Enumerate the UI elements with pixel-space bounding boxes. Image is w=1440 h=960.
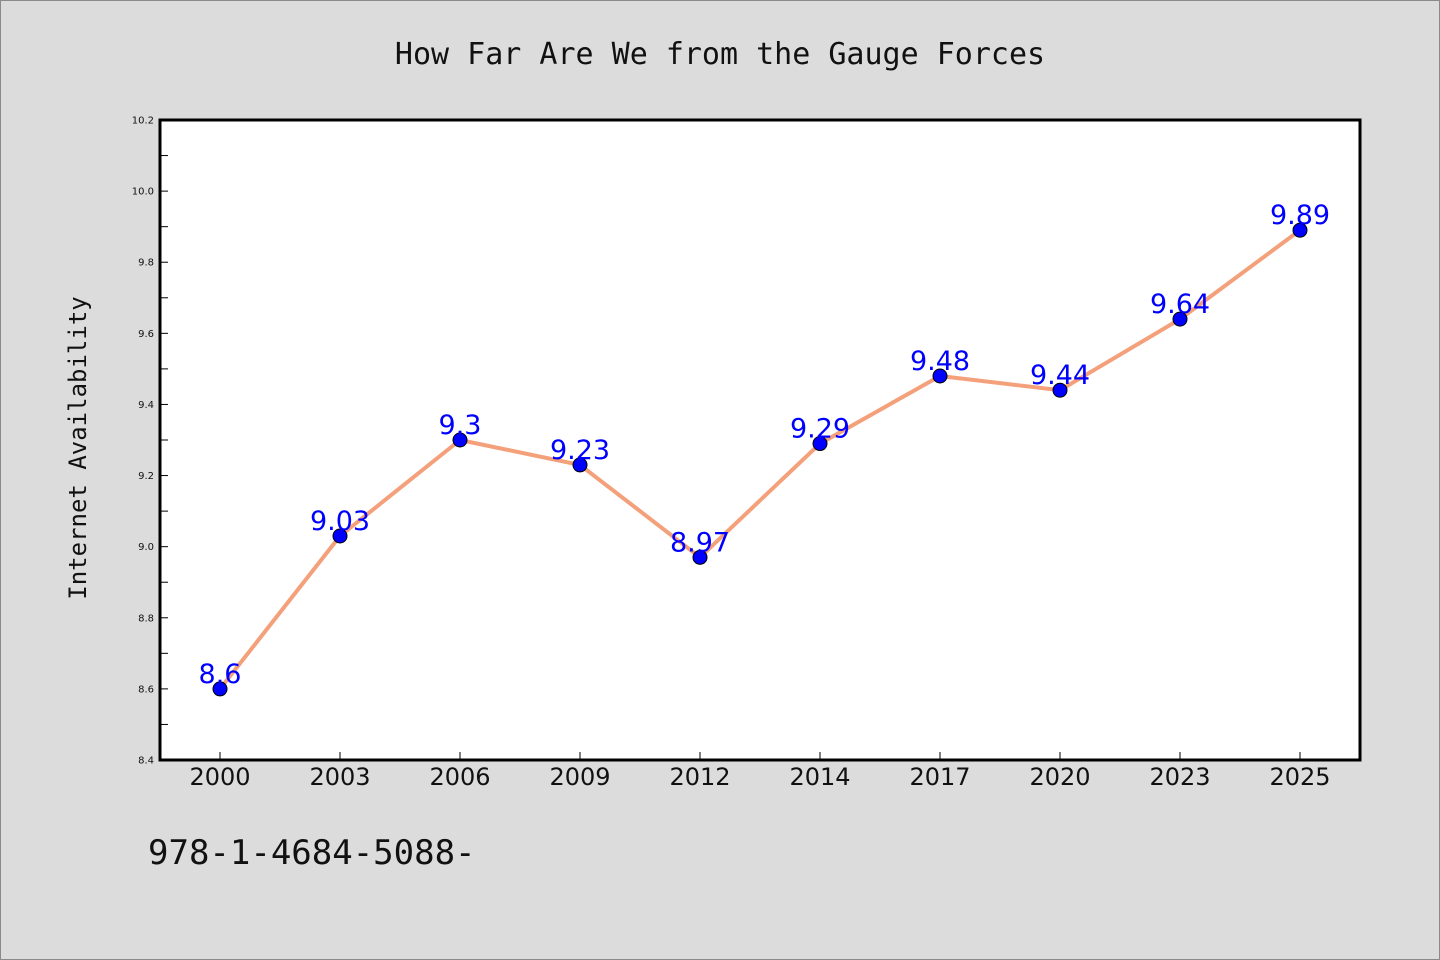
data-point xyxy=(572,457,588,473)
data-point xyxy=(1172,311,1188,327)
data-point xyxy=(1052,382,1068,398)
data-label: 8.6 xyxy=(199,659,242,690)
series-line xyxy=(218,228,1302,691)
y-tick-label: 9.8 xyxy=(138,258,154,269)
data-label: 9.89 xyxy=(1270,200,1330,231)
y-axis-label: Internet Availability xyxy=(64,296,92,599)
data-label: 8.97 xyxy=(670,527,730,558)
chart-title: How Far Are We from the Gauge Forces xyxy=(395,37,1045,72)
data-point xyxy=(692,549,708,565)
data-point xyxy=(212,681,228,697)
x-tick-label: 2017 xyxy=(909,763,970,791)
y-tick-label: 8.8 xyxy=(138,613,154,624)
data-label: 9.03 xyxy=(310,506,370,537)
x-tick-label: 2025 xyxy=(1269,763,1330,791)
data-label: 9.64 xyxy=(1150,289,1210,320)
data-label: 9.23 xyxy=(550,435,610,466)
data-label: 9.29 xyxy=(790,414,850,445)
x-tick-label: 2014 xyxy=(789,763,850,791)
y-tick-label: 10.2 xyxy=(132,116,154,127)
data-point xyxy=(452,432,468,448)
footer-text: 978-1-4684-5088- xyxy=(148,833,476,873)
data-point xyxy=(1292,222,1308,238)
data-point xyxy=(332,528,348,544)
data-point xyxy=(812,436,828,452)
y-tick-label: 8.4 xyxy=(138,756,154,767)
markers-layer xyxy=(212,222,1308,697)
x-tick-label: 2012 xyxy=(669,763,730,791)
plot-area xyxy=(160,120,1360,760)
series-layer xyxy=(218,228,1302,691)
x-tick-labels: 2000 2003 2006 2009 2012 2014 2017 2020 2023 2025 xyxy=(189,763,1330,791)
y-tick-label: 9.6 xyxy=(138,329,154,340)
x-tick-label: 2003 xyxy=(309,763,370,791)
data-label: 9.48 xyxy=(910,346,970,377)
x-tick-label: 2000 xyxy=(189,763,250,791)
y-tick-label: 10.0 xyxy=(132,187,154,198)
x-tick-label: 2023 xyxy=(1149,763,1210,791)
y-tick-labels: 8.4 8.6 8.8 9.0 9.2 9.4 9.6 9.8 10.0 10.2 xyxy=(132,116,154,767)
y-tick-label: 9.0 xyxy=(138,542,154,553)
data-label: 9.44 xyxy=(1030,360,1090,391)
y-tick-label: 8.6 xyxy=(138,684,154,695)
x-tick-label: 2009 xyxy=(549,763,610,791)
x-tick-label: 2020 xyxy=(1029,763,1090,791)
data-label: 9.3 xyxy=(439,410,482,441)
data-labels: 8.6 9.03 9.3 9.23 8.97 9.29 9.48 9.44 9.64 9.89 xyxy=(199,200,1331,690)
plot-frame xyxy=(158,118,1362,762)
x-tick-label: 2006 xyxy=(429,763,490,791)
y-tick-label: 9.2 xyxy=(138,471,154,482)
data-point xyxy=(932,368,948,384)
y-tick-label: 9.4 xyxy=(138,400,154,411)
